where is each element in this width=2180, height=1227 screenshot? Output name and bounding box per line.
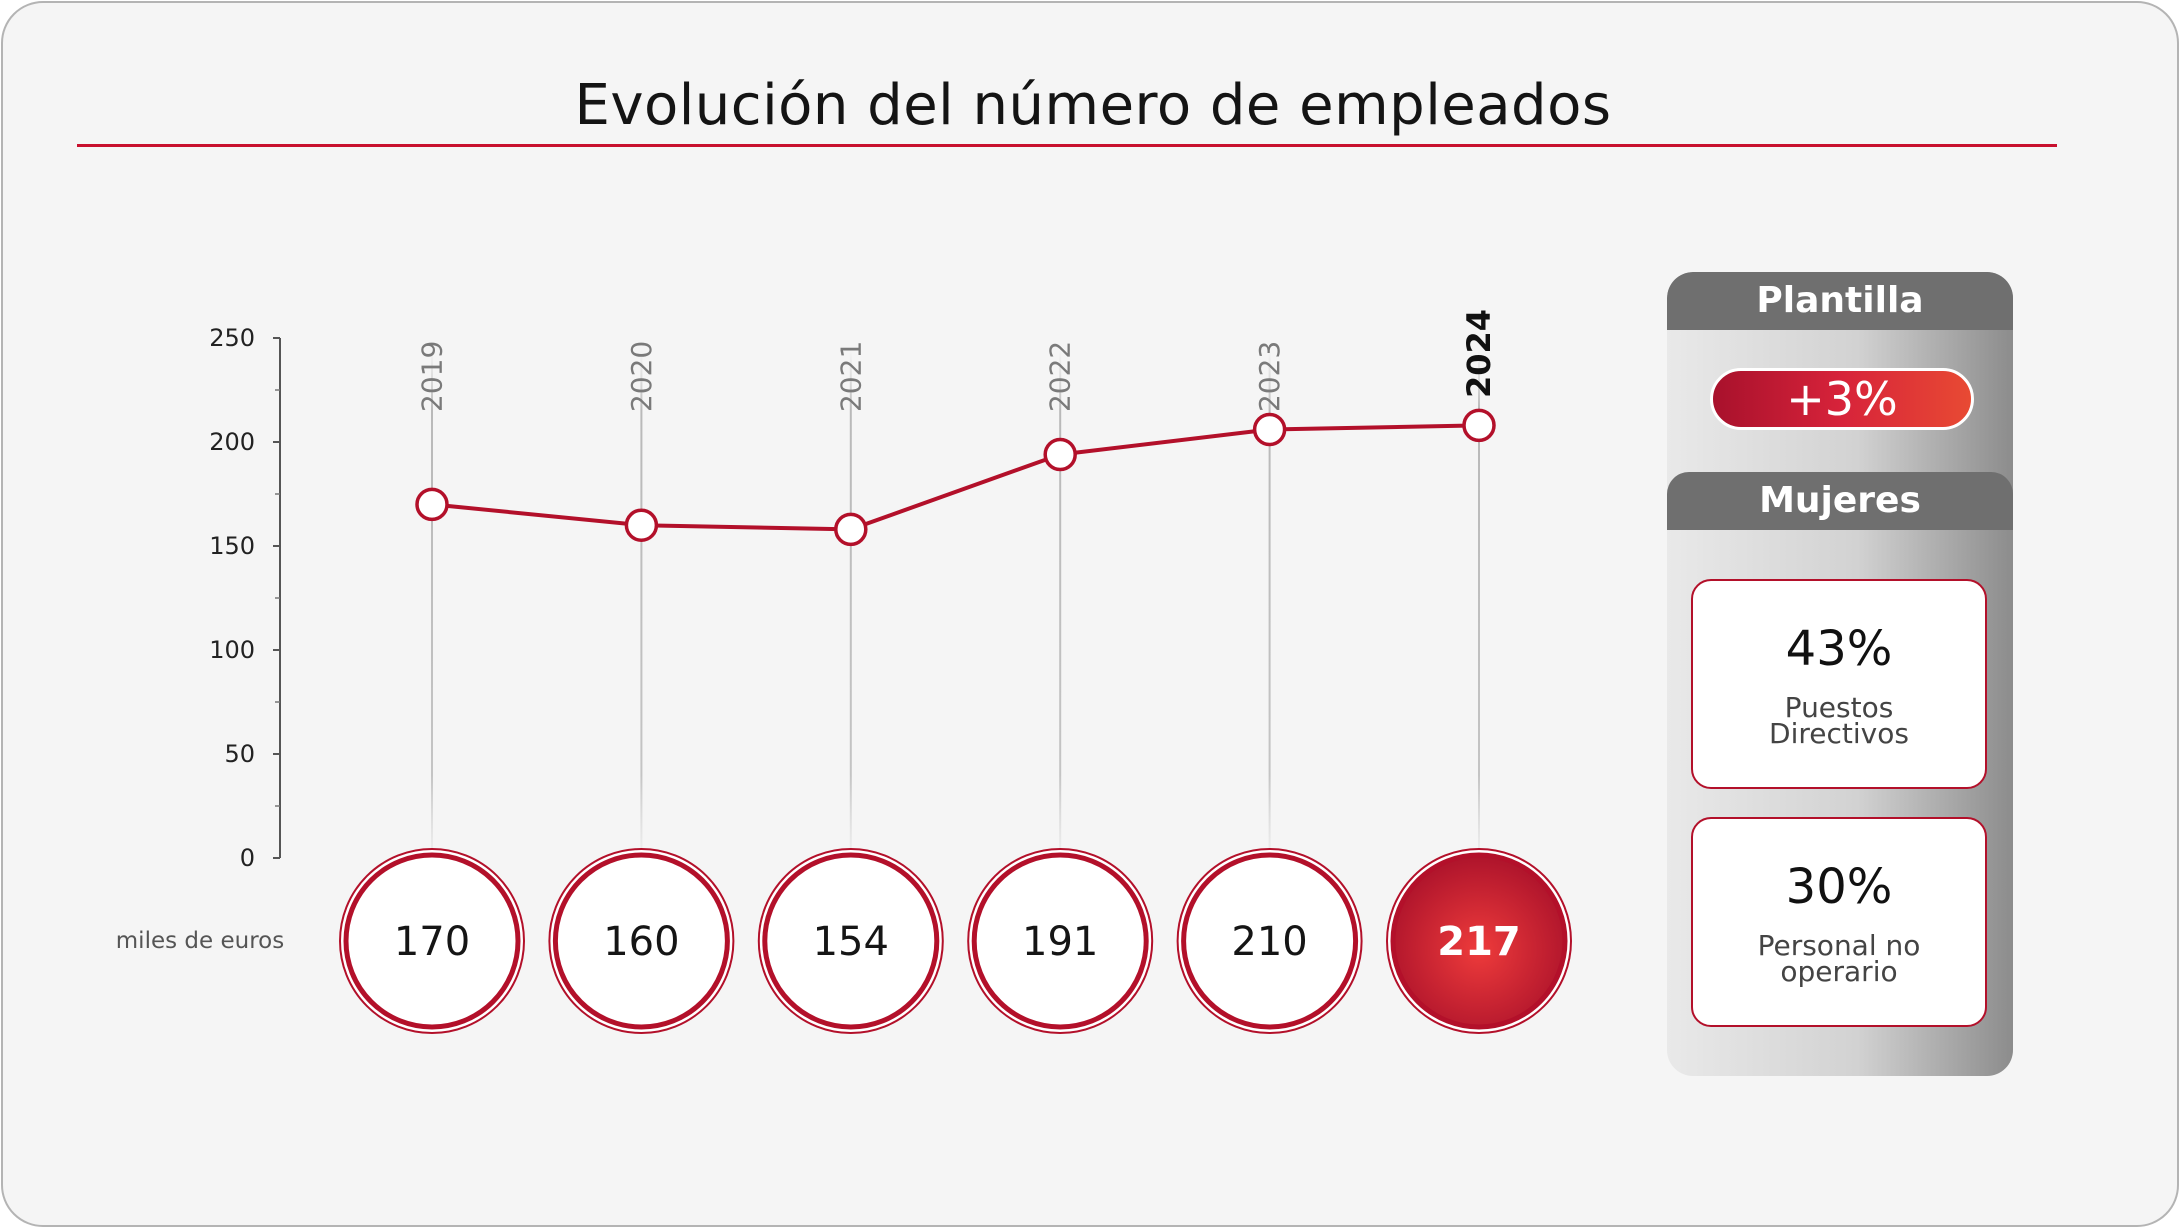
year-label: 2023 [1253,341,1286,412]
year-label: 2021 [834,341,867,412]
y-tick-label: 0 [240,844,255,872]
value-bubble [343,852,521,1030]
stat-value: 30% [1785,859,1893,915]
value-bubble [971,852,1149,1030]
series-points [415,408,1496,547]
data-point [624,508,659,542]
year-label: 2019 [416,341,449,412]
plantilla-change-badge: +3% [1710,368,1974,430]
year-label: 2020 [625,341,658,412]
value-bubbles: 170 160 154 191 210 217 [339,848,1572,1034]
data-point [1043,437,1077,472]
mujeres-header: Mujeres [1667,472,2013,530]
value-label: 170 [394,919,470,965]
data-point [1252,412,1287,447]
year-guides: 2019 2020 2021 2022 2023 2024 [416,309,1498,850]
year-guide-line [849,350,852,850]
y-axis: 0 50 100 150 200 250 [209,324,281,872]
value-label: 154 [813,919,889,965]
page-title: Evolución del número de empleados [574,73,1612,138]
y-tick-label: 50 [224,740,255,768]
data-point [834,512,868,547]
stat-label: Personal no operario [1757,929,1921,988]
value-label: 191 [1022,919,1098,965]
year-guide-line [640,350,643,850]
year-guide-line [1059,350,1062,850]
plantilla-header: Plantilla [1667,272,2013,330]
series-line [431,423,1480,532]
y-tick-label: 200 [209,428,255,456]
stat-value: 43% [1785,621,1893,677]
value-label: 210 [1231,919,1307,965]
data-point [415,487,449,522]
stat-box-personal-no-operario: 30% Personal no operario [1691,817,1987,1027]
stat-box-puestos-directivos: 43% Puestos Directivos [1691,579,1987,789]
summary-panel: Plantilla +3% Mujeres 43% Puestos Direct… [1667,272,2013,1076]
series-line-path [431,423,1480,532]
y-tick-label: 150 [209,532,255,560]
y-axis-label: miles de euros [116,928,284,954]
year-guide-line [1268,350,1271,850]
y-tick-label: 250 [209,324,255,352]
year-label: 2024 [1460,309,1498,398]
data-point [1462,408,1496,443]
stat-label: Puestos Directivos [1769,691,1909,750]
value-bubble [1181,852,1359,1030]
value-bubble [1390,852,1568,1030]
year-label: 2022 [1044,341,1077,412]
value-bubble [552,852,730,1030]
value-bubble [762,852,940,1030]
value-label: 217 [1437,919,1521,965]
year-guide-line [431,350,433,850]
year-guide-line [1478,350,1480,850]
title-divider [77,144,2057,147]
y-tick-label: 100 [209,636,255,664]
value-label: 160 [603,919,679,965]
